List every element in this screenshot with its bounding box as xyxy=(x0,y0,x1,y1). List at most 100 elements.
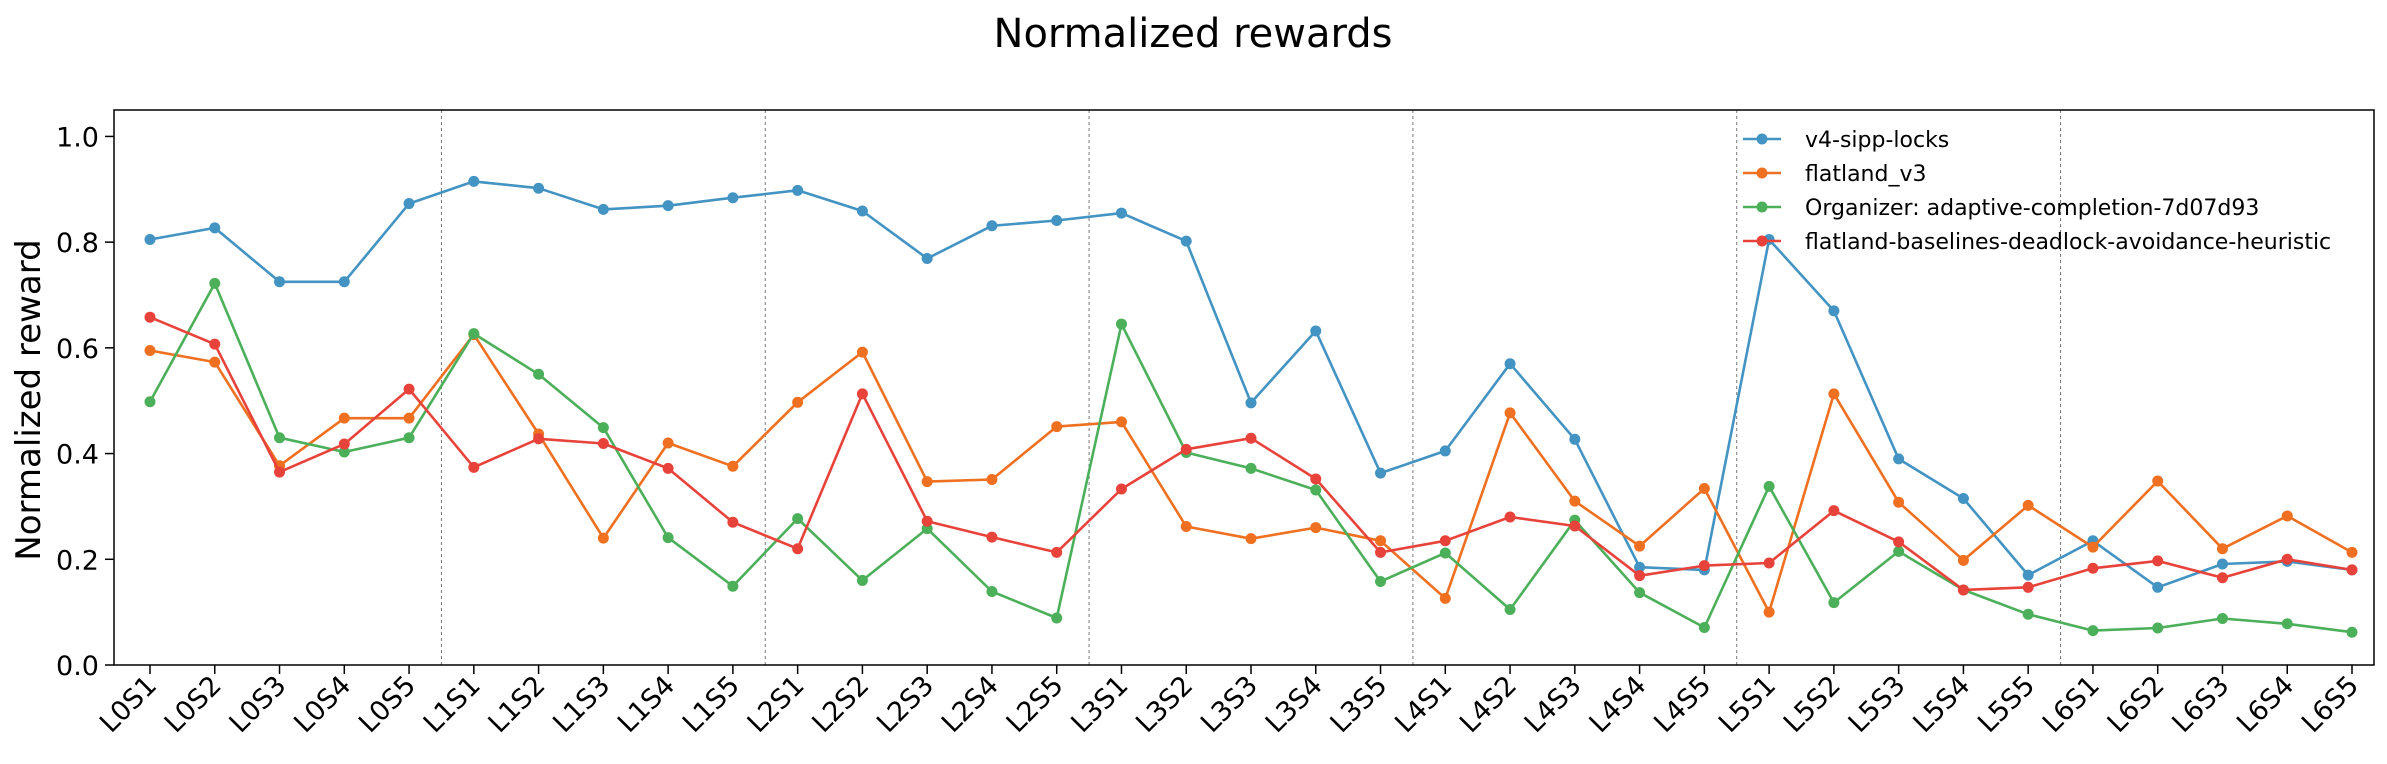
data-point xyxy=(2216,543,2228,555)
x-tick-label: L5S2 xyxy=(1778,670,1847,739)
x-tick-label: L6S2 xyxy=(2102,670,2171,739)
data-point xyxy=(1504,407,1516,419)
data-point xyxy=(533,182,545,194)
data-point xyxy=(1828,388,1840,400)
x-tick-label: L1S5 xyxy=(677,670,746,739)
y-tick-label: 0.6 xyxy=(56,334,99,365)
data-point xyxy=(1051,214,1063,226)
data-point xyxy=(338,276,350,288)
data-point xyxy=(1698,560,1710,572)
series-2 xyxy=(144,329,2358,618)
x-tick-label: L0S5 xyxy=(353,670,422,739)
data-point xyxy=(1569,495,1581,507)
data-point xyxy=(662,437,674,449)
x-tick-label: L3S2 xyxy=(1130,670,1199,739)
data-point xyxy=(1375,546,1387,558)
data-point xyxy=(144,396,156,408)
data-point xyxy=(1634,570,1646,582)
data-point xyxy=(2152,475,2164,487)
data-point xyxy=(403,198,415,210)
data-point xyxy=(403,432,415,444)
data-point xyxy=(2022,608,2034,620)
data-point xyxy=(1504,358,1516,370)
data-point xyxy=(209,338,221,350)
y-tick-label: 0.2 xyxy=(56,545,99,576)
legend-entry: v4-sipp-locks xyxy=(1743,128,1949,153)
data-point xyxy=(1115,207,1127,219)
series-line xyxy=(149,316,2353,592)
y-tick-label: 0.8 xyxy=(56,228,99,259)
data-point xyxy=(1115,483,1127,495)
data-point xyxy=(1893,545,1905,557)
x-tick-label: L3S5 xyxy=(1325,670,1394,739)
data-point xyxy=(986,473,998,485)
legend-entry: Organizer: adaptive-completion-7d07d93 xyxy=(1743,196,2259,221)
data-point xyxy=(403,383,415,395)
data-point xyxy=(2281,553,2293,565)
x-tick-label: L6S1 xyxy=(2037,670,2106,739)
group-separators xyxy=(440,110,2062,665)
data-point xyxy=(662,532,674,544)
data-point xyxy=(662,462,674,474)
data-point xyxy=(468,461,480,473)
x-tick-label: L2S2 xyxy=(806,670,875,739)
x-tick-label: L3S3 xyxy=(1195,670,1264,739)
chart-title: Normalized rewards xyxy=(994,11,1393,57)
y-tick-label: 0.0 xyxy=(56,651,99,682)
data-point xyxy=(1893,536,1905,548)
data-point xyxy=(1115,318,1127,330)
data-point xyxy=(209,222,221,234)
data-point xyxy=(1375,535,1387,547)
x-tick-label: L0S3 xyxy=(224,670,293,739)
data-point xyxy=(727,460,739,472)
x-tick-label: L2S1 xyxy=(742,670,811,739)
data-point xyxy=(597,532,609,544)
data-point xyxy=(2216,612,2228,624)
data-point xyxy=(1245,397,1257,409)
data-point xyxy=(338,438,350,450)
data-point xyxy=(2346,564,2358,576)
data-point xyxy=(533,368,545,380)
x-tick-label: L5S1 xyxy=(1713,670,1782,739)
data-point xyxy=(468,328,480,340)
data-point xyxy=(597,203,609,215)
data-point xyxy=(1698,621,1710,633)
data-point xyxy=(727,516,739,528)
x-tick-label: L1S3 xyxy=(547,670,616,739)
data-point xyxy=(597,422,609,434)
data-point xyxy=(1310,473,1322,485)
data-point xyxy=(1051,612,1063,624)
data-point xyxy=(1957,554,1969,566)
data-point xyxy=(338,412,350,424)
data-point xyxy=(1245,533,1257,545)
data-point xyxy=(2152,581,2164,593)
data-point xyxy=(1310,484,1322,496)
data-point xyxy=(2152,622,2164,634)
x-tick-label: L1S2 xyxy=(483,670,552,739)
data-point xyxy=(274,276,286,288)
legend-marker xyxy=(1756,201,1768,213)
data-point xyxy=(1180,521,1192,533)
x-tick-label: L1S4 xyxy=(612,670,681,739)
data-point xyxy=(1763,557,1775,569)
data-point xyxy=(2281,510,2293,522)
data-point xyxy=(274,466,286,478)
y-axis-label: Normalized reward xyxy=(9,239,49,560)
x-tick-label: L4S5 xyxy=(1648,670,1717,739)
x-tick-label: L2S4 xyxy=(936,670,1005,739)
data-point xyxy=(533,433,545,445)
data-point xyxy=(2152,555,2164,567)
data-point xyxy=(1180,443,1192,455)
data-point xyxy=(338,446,350,458)
y-tick-label: 0.4 xyxy=(56,440,99,471)
data-point xyxy=(1439,547,1451,559)
x-tick-label: L4S4 xyxy=(1584,670,1653,739)
data-point xyxy=(597,438,609,450)
data-point xyxy=(662,200,674,212)
data-point xyxy=(2216,558,2228,570)
x-tick-label: L4S3 xyxy=(1519,670,1588,739)
data-point xyxy=(792,543,804,555)
data-point xyxy=(209,277,221,289)
x-tick-label: L5S3 xyxy=(1843,670,1912,739)
